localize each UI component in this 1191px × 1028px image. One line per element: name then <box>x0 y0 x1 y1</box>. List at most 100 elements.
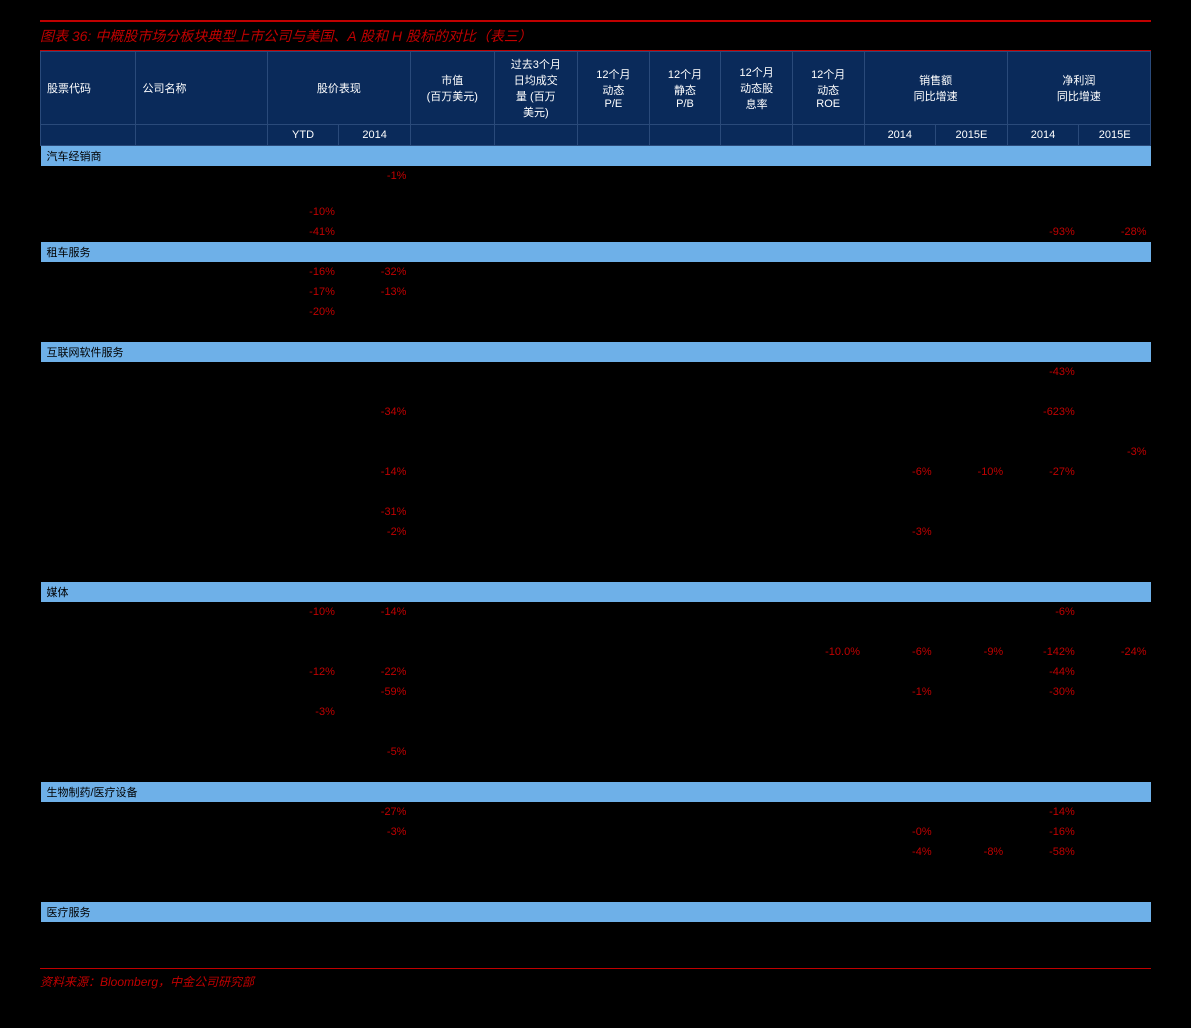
cell: 泰邦 <box>136 862 267 882</box>
cell: n.a. <box>1007 762 1079 782</box>
cell: 36% <box>864 622 936 642</box>
cell: 24% <box>1007 862 1079 882</box>
cell: -30% <box>1007 682 1079 702</box>
cell: 29.1% <box>792 166 864 186</box>
cell: -3% <box>267 702 339 722</box>
cell: 12% <box>1007 186 1079 202</box>
cell: 13 <box>494 382 578 402</box>
source-note: 资料来源：Bloomberg，中金公司研究部 <box>40 968 1151 990</box>
cell: n.a. <box>1007 562 1079 582</box>
cell: n.a. <box>792 462 864 482</box>
cell: n.a. <box>936 402 1008 422</box>
cell: 54 <box>494 622 578 642</box>
cell: 264,559 <box>410 922 494 942</box>
cell: SVA US <box>41 822 136 842</box>
cell: 4.6% <box>792 382 864 402</box>
cell: 33.7 <box>578 762 650 782</box>
cell: 283 <box>410 822 494 842</box>
cell: n.a. <box>578 722 650 742</box>
cell: -14% <box>339 602 411 622</box>
cell: 4% <box>936 282 1008 302</box>
table-row: BITA US易车12%-1%5,84118025.86.40.0%29.1%6… <box>41 166 1151 186</box>
cell: 微博 <box>136 682 267 702</box>
cell: 32 <box>494 186 578 202</box>
cell: 3,768 <box>410 622 494 642</box>
cell: 药明康德 <box>136 882 267 902</box>
cell: 创信控股 <box>136 322 267 342</box>
cell: 2,601 <box>410 862 494 882</box>
cell: 87% <box>1079 602 1151 622</box>
cell: 0.0% <box>721 622 793 642</box>
cell: -6% <box>1007 602 1079 622</box>
cell: 17.5% <box>792 522 864 542</box>
table-row: KAR USKAR7%29%5,2813219.43.62.9%18.3%8%7… <box>41 186 1151 202</box>
cell: NQ US <box>41 382 136 402</box>
cell: 111 <box>410 842 494 862</box>
cell: 25.8 <box>578 166 650 186</box>
cell: 0 <box>494 562 578 582</box>
cell: 126% <box>1007 166 1079 186</box>
cell: 24% <box>339 942 411 962</box>
cell: 0% <box>267 682 339 702</box>
cell: 安飞士 <box>136 282 267 302</box>
cell: 103 <box>494 282 578 302</box>
table-row: MOMO US陌陌31%-5%2,92023n.a.22.90.0%n.a.n.… <box>41 742 1151 762</box>
cell: 5% <box>936 262 1008 282</box>
cell: n.a. <box>1007 442 1079 462</box>
table-row: YOKU US优酷土豆5%n.a.3,76854n.a.2.60.0%n.a.3… <box>41 622 1151 642</box>
table-row: CBPO US泰邦58%40%2,6011529.35.50.0%21.2%17… <box>41 862 1151 882</box>
cell: 达宝 <box>136 562 267 582</box>
cell: 3.1 <box>649 942 721 962</box>
cell: 0.0% <box>721 462 793 482</box>
table-row: 1111 HK创信控股0%11%1480n.a.1.12.3%n.a.n.a.n… <box>41 322 1151 342</box>
table-row: NVS US诺华6%11%264,55951318.03.52.8%17.9%8… <box>41 922 1151 942</box>
cell: 7% <box>936 186 1008 202</box>
cell: n.a. <box>1079 402 1151 422</box>
cell: n.a. <box>792 362 864 382</box>
cell: 0.0% <box>721 502 793 522</box>
cell: 33.0 <box>578 522 650 542</box>
cell: n.a. <box>1007 742 1079 762</box>
cell: -28% <box>1079 222 1151 242</box>
cell: 0.0% <box>721 942 793 962</box>
cell: 4.1 <box>649 262 721 282</box>
cell: 2580 TT <box>41 562 136 582</box>
cell: 3.5% <box>792 502 864 522</box>
col-header: 12个月动态股息率 <box>721 52 793 125</box>
cell: 69% <box>1079 302 1151 322</box>
cell: 17% <box>936 882 1008 902</box>
cell: 33 <box>494 642 578 662</box>
cell: 20.9% <box>792 422 864 442</box>
table-row: SVA US科兴控股7%-3%2830n.a.2.0n.a.n.a.-0%n.a… <box>41 822 1151 842</box>
table-row: NQ US网秦54%n.a.4921327.21.20.0%4.6%74%5%n… <box>41 382 1151 402</box>
col-subheader <box>649 125 721 146</box>
cell: 28% <box>936 522 1008 542</box>
cell: 333% <box>936 742 1008 762</box>
cell: -10.0% <box>792 642 864 662</box>
cell: 8% <box>267 562 339 582</box>
cell: 31% <box>267 742 339 762</box>
cell: 1.1 <box>649 322 721 342</box>
cell: n.a. <box>1079 362 1151 382</box>
cell: 10% <box>267 482 339 502</box>
cell: 0.0% <box>721 802 793 822</box>
cell: n.a. <box>339 542 411 562</box>
cell: 4 <box>494 442 578 462</box>
cell: n.a. <box>1079 722 1151 742</box>
col-subheader <box>41 125 136 146</box>
table-row: RENN US人人25%n.a.1,1775n.a.1.10.0%n.a.n.a… <box>41 722 1151 742</box>
cell: 5 <box>494 722 578 742</box>
table-row: FENG US凤凰新媒体-12%-22%541314.31.70.0%12.4%… <box>41 662 1151 682</box>
cell: n.a. <box>1079 562 1151 582</box>
cell: 9% <box>339 362 411 382</box>
cell: n.a. <box>936 722 1008 742</box>
cell: 2,920 <box>410 742 494 762</box>
cell: n.a. <box>792 322 864 342</box>
cell: n.a. <box>721 822 793 842</box>
cell: 科兴控股 <box>136 822 267 842</box>
cell: 诺华 <box>136 922 267 942</box>
table-row: ESRX US快捷药方2%24%63,61845115.33.10.0%23.2… <box>41 942 1151 962</box>
cell: 0% <box>267 322 339 342</box>
cell: 24 <box>410 562 494 582</box>
cell: 1% <box>936 922 1008 942</box>
